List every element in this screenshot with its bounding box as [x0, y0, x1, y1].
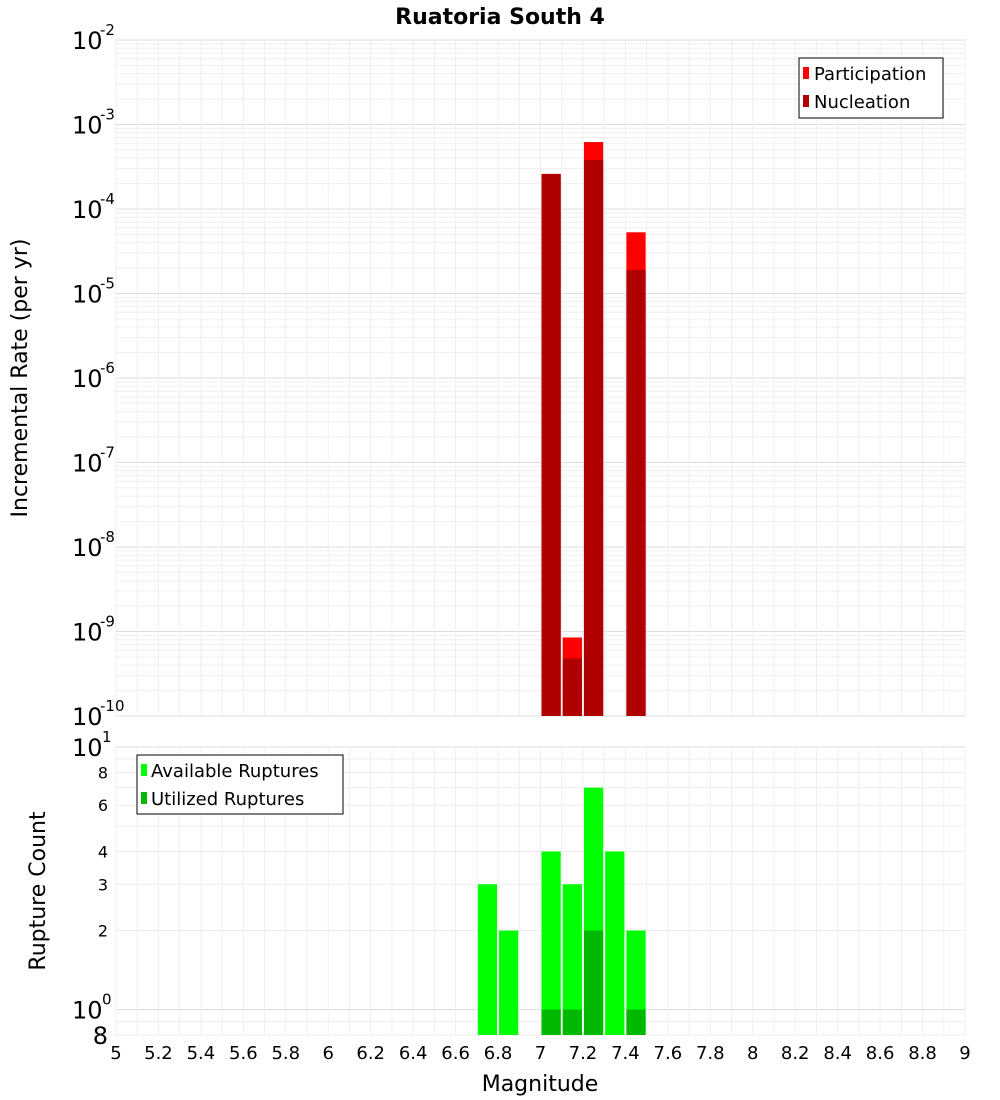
- x-tick-label: 7.8: [696, 1043, 725, 1064]
- count-y-axis-label: Rupture Count: [26, 811, 51, 971]
- x-tick-label: 5: [110, 1043, 121, 1064]
- legend-label-participation: Participation: [814, 64, 926, 85]
- available-ruptures-bar: [477, 884, 498, 1035]
- available-ruptures-bar: [499, 930, 519, 1035]
- x-tick-label: 7.4: [611, 1043, 640, 1064]
- rate-y-tick-label: 10: [72, 196, 103, 224]
- nucleation-bar: [541, 173, 561, 716]
- x-tick-label: 5.2: [144, 1043, 173, 1064]
- count-y-tick-label: 4: [98, 842, 108, 861]
- x-tick-label: 6.4: [399, 1043, 428, 1064]
- count-y-major-tick-label: 10: [72, 997, 103, 1025]
- x-tick-label: 8.6: [866, 1043, 895, 1064]
- rate-y-tick-exponent: -10: [100, 697, 125, 715]
- count-y-tick-label: 2: [98, 922, 108, 941]
- rate-y-tick-exponent: -7: [100, 444, 115, 462]
- count-y-tick-label: 3: [98, 875, 108, 894]
- rate-y-tick-exponent: -2: [100, 21, 115, 39]
- x-tick-label: 8.2: [781, 1043, 810, 1064]
- legend-swatch-utilized: [141, 792, 147, 804]
- rate-y-tick-label: 10: [72, 619, 103, 647]
- count-y-bottom-label: 8: [93, 1022, 108, 1050]
- x-tick-label: 8: [747, 1043, 758, 1064]
- count-y-major-tick-label: 10: [72, 734, 103, 762]
- rate-y-tick-label: 10: [72, 450, 103, 478]
- legend-label-nucleation: Nucleation: [814, 92, 910, 113]
- x-tick-label: 7.2: [569, 1043, 598, 1064]
- count-y-major-tick-exponent: 1: [102, 728, 112, 746]
- rate-y-tick-exponent: -5: [100, 275, 115, 293]
- rate-y-tick-label: 10: [72, 703, 103, 731]
- x-tick-label: 8.8: [908, 1043, 937, 1064]
- legend-swatch-nucleation: [803, 95, 809, 107]
- x-axis-label: Magnitude: [482, 1072, 599, 1097]
- x-tick-label: 6: [323, 1043, 334, 1064]
- rate-y-tick-exponent: -8: [100, 528, 115, 546]
- available-ruptures-bar: [562, 884, 582, 1035]
- x-tick-label: 7: [535, 1043, 546, 1064]
- utilized-ruptures-bar: [562, 1009, 582, 1035]
- x-tick-label: 5.4: [187, 1043, 216, 1064]
- count-y-tick-label: 8: [98, 763, 108, 782]
- x-tick-label: 5.8: [271, 1043, 300, 1064]
- available-ruptures-bar: [541, 851, 561, 1035]
- rate-y-axis-label: Incremental Rate (per yr): [8, 239, 33, 518]
- x-tick-label: 6.8: [484, 1043, 513, 1064]
- nucleation-bar: [583, 160, 604, 716]
- x-tick-label: 5.6: [229, 1043, 258, 1064]
- rate-y-tick-label: 10: [72, 281, 103, 309]
- rate-y-tick-exponent: -6: [100, 359, 115, 377]
- rate-y-tick-exponent: -3: [100, 106, 115, 124]
- rate-legend: Participation Nucleation: [798, 57, 944, 119]
- x-tick-label: 6.6: [441, 1043, 470, 1064]
- rate-y-tick-exponent: -4: [100, 190, 115, 208]
- rate-y-tick-label: 10: [72, 534, 103, 562]
- nucleation-bar: [562, 658, 582, 716]
- count-legend: Available Ruptures Utilized Ruptures: [136, 754, 344, 815]
- available-ruptures-bar: [605, 851, 625, 1035]
- utilized-ruptures-bar: [626, 1009, 646, 1035]
- rate-y-tick-exponent: -9: [100, 613, 115, 631]
- legend-label-available: Available Ruptures: [151, 761, 319, 782]
- rate-y-tick-label: 10: [72, 365, 103, 393]
- rate-y-tick-label: 10: [72, 112, 103, 140]
- x-tick-label: 6.2: [356, 1043, 385, 1064]
- count-y-tick-label: 6: [98, 796, 108, 815]
- utilized-ruptures-bar: [541, 1009, 561, 1035]
- rate-y-tick-label: 10: [72, 27, 103, 55]
- legend-swatch-participation: [803, 67, 809, 79]
- count-legend-box: [136, 754, 344, 815]
- legend-label-utilized: Utilized Ruptures: [151, 789, 304, 810]
- x-tick-label: 7.6: [654, 1043, 683, 1064]
- rate-legend-box: [798, 57, 944, 119]
- available-ruptures-bar: [626, 930, 646, 1035]
- count-y-major-tick-exponent: 0: [102, 991, 112, 1009]
- x-tick-label: 8.4: [823, 1043, 852, 1064]
- legend-swatch-available: [141, 764, 147, 776]
- utilized-ruptures-bar: [583, 930, 604, 1035]
- chart-title: Ruatoria South 4: [395, 5, 605, 30]
- x-tick-label: 9: [959, 1043, 970, 1064]
- nucleation-bar: [626, 269, 646, 716]
